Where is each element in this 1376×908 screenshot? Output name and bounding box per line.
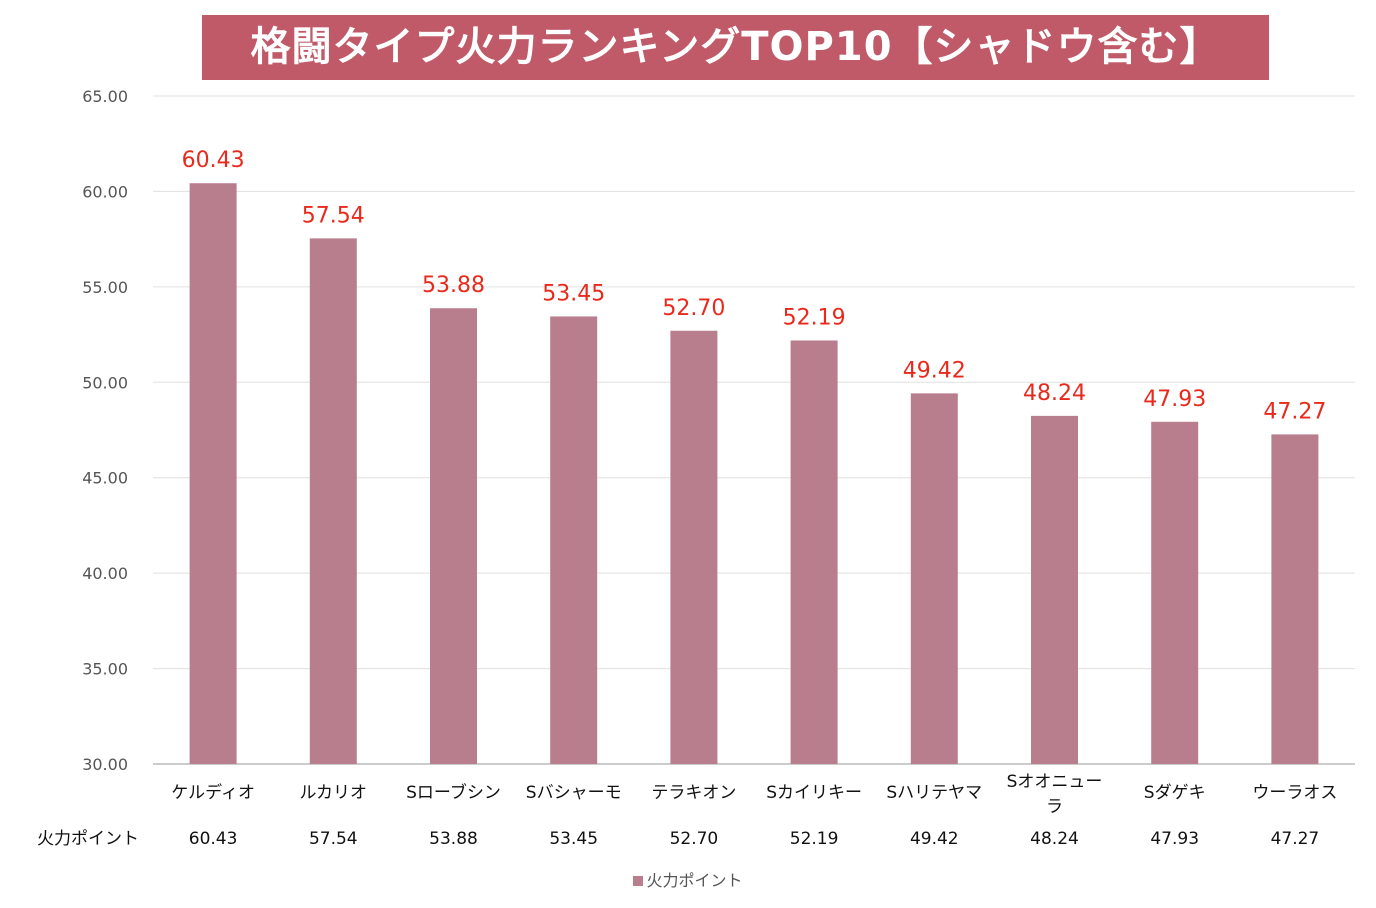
data-label: 53.88 (422, 273, 485, 298)
x-tick-label: Sローブシン (406, 782, 501, 803)
data-table-value: 52.19 (790, 829, 839, 849)
bar (550, 316, 598, 764)
y-tick-label: 35.00 (82, 660, 128, 679)
x-tick-label: Sハリテヤマ (886, 783, 982, 803)
data-label: 52.70 (662, 296, 725, 321)
x-tick-label: Sバシャーモ (526, 783, 622, 803)
bar (430, 308, 477, 764)
data-label: 49.42 (903, 358, 966, 383)
x-tick-label: ウーラオス (1252, 783, 1337, 803)
y-tick-label: 30.00 (82, 755, 128, 774)
data-table-value: 49.42 (910, 829, 959, 849)
data-table-value: 47.27 (1271, 829, 1320, 849)
x-tick-label: Sオオニュー (1007, 772, 1103, 792)
data-table-value: 53.88 (429, 829, 478, 849)
y-tick-label: 65.00 (82, 87, 128, 106)
bar (790, 340, 838, 764)
bar (910, 393, 958, 764)
y-tick-label: 40.00 (82, 564, 128, 583)
data-label: 53.45 (542, 281, 605, 306)
data-label: 48.24 (1023, 381, 1086, 406)
bar (1031, 415, 1078, 764)
x-tick-label: ルカリオ (300, 783, 368, 803)
chart-title: 格闘タイプ火力ランキングTOP10【シャドウ含む】 (202, 15, 1269, 80)
y-tick-label: 45.00 (82, 469, 128, 488)
legend-swatch (633, 876, 644, 886)
bar (1151, 421, 1199, 764)
data-table-value: 47.93 (1150, 829, 1199, 849)
bar (189, 183, 237, 765)
x-tick-label: Sカイリキー (766, 783, 862, 803)
bar (309, 238, 357, 765)
legend-label: 火力ポイント (646, 871, 743, 890)
y-tick-label: 50.00 (82, 373, 128, 392)
data-label: 47.27 (1263, 399, 1326, 424)
data-table-label: 火力ポイント (37, 829, 139, 849)
data-label: 47.93 (1143, 387, 1206, 412)
data-label: 57.54 (302, 203, 365, 228)
data-label: 52.19 (783, 305, 846, 330)
data-table-value: 52.70 (670, 829, 719, 849)
y-tick-label: 60.00 (82, 182, 128, 201)
data-table-value: 60.43 (189, 829, 238, 849)
bar (1271, 434, 1319, 764)
y-tick-label: 55.00 (82, 278, 128, 297)
x-tick-label: テラキオン (651, 783, 736, 803)
data-table-value: 48.24 (1030, 829, 1079, 849)
data-table-value: 57.54 (309, 829, 358, 849)
data-table-value: 53.45 (549, 829, 598, 849)
x-tick-label-wrap: ラ (1046, 797, 1063, 817)
data-label: 60.43 (182, 148, 245, 173)
legend: 火力ポイント (0, 867, 1376, 891)
x-tick-label: Sダゲキ (1144, 783, 1206, 803)
bar (670, 330, 718, 764)
x-tick-label: ケルディオ (171, 782, 255, 803)
